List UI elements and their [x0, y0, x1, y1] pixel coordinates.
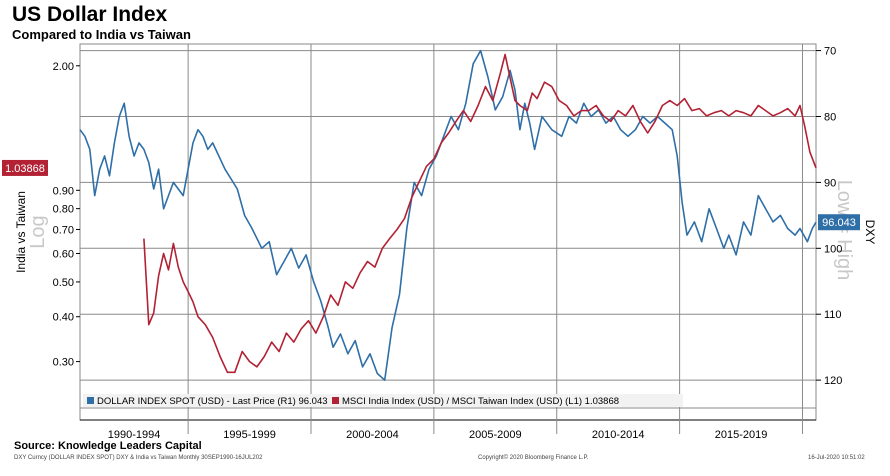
left-tick-label: 2.00 [53, 61, 74, 73]
left-tick-label: 0.50 [53, 277, 74, 289]
x-tick-label: 2015-2019 [715, 429, 768, 441]
dxy-line [79, 49, 817, 381]
left-tick-label: 0.90 [53, 185, 74, 197]
log-watermark: Log [27, 215, 49, 248]
right-tick-label: 70 [824, 46, 836, 58]
left-tick-label: 0.70 [53, 224, 74, 236]
copyright: Copyright© 2020 Bloomberg Finance L.P. [478, 455, 589, 461]
legend-entry-dxy: DOLLAR INDEX SPOT (USD) - Last Price (R1… [97, 396, 328, 407]
axis-watermarks: LogLow = High [27, 180, 855, 281]
axes: 70 80 90 100 110 120 1990-1994 1995-1999 2000-20… [2, 46, 877, 441]
x-tick-label: 1990-1994 [108, 429, 161, 441]
chart-subtitle: Compared to India vs Taiwan [12, 27, 191, 42]
ticker-line: DXY Curncy (DOLLAR INDEX SPOT) DXY & Ind… [14, 455, 263, 461]
series-lines [79, 49, 817, 381]
right-last-value-label: 96.043 [822, 217, 856, 229]
x-tick-label: 2010-2014 [592, 429, 645, 441]
right-last-value-tag [818, 214, 860, 231]
plot-frame [79, 43, 817, 421]
india-taiwan-line [143, 53, 817, 374]
gridlines [79, 43, 817, 434]
left-last-value-tag [2, 159, 48, 176]
x-tick-label: 1995-1999 [223, 429, 276, 441]
timestamp: 16-Jul-2020 10:51:02 [808, 455, 865, 461]
right-tick-label: 110 [824, 309, 842, 321]
left-last-value-label: 1.03868 [5, 163, 45, 175]
legend-swatch-india-taiwan [332, 397, 339, 404]
legend-background [83, 394, 683, 407]
right-tick-label: 120 [824, 375, 842, 387]
right-tick-label: 100 [824, 243, 842, 255]
left-tick-label: 0.80 [53, 204, 74, 216]
source-note: Source: Knowledge Leaders Capital [14, 440, 202, 452]
x-tick-label: 2005-2009 [469, 429, 522, 441]
left-axis-title: India vs Taiwan [14, 191, 28, 273]
legend: DOLLAR INDEX SPOT (USD) - Last Price (R1… [83, 394, 683, 407]
legend-entry-india-taiwan: MSCI India Index (USD) / MSCI Taiwan Ind… [342, 396, 619, 407]
left-tick-label: 0.30 [53, 357, 74, 369]
legend-swatch-dxy [87, 397, 94, 404]
right-axis-title: DXY [863, 220, 877, 245]
left-tick-label: 0.40 [53, 312, 74, 324]
right-tick-label: 80 [824, 111, 836, 123]
right-tick-label: 90 [824, 177, 836, 189]
chart-title: US Dollar Index [12, 3, 168, 26]
x-tick-label: 2000-2004 [346, 429, 399, 441]
left-tick-label: 0.60 [53, 249, 74, 261]
